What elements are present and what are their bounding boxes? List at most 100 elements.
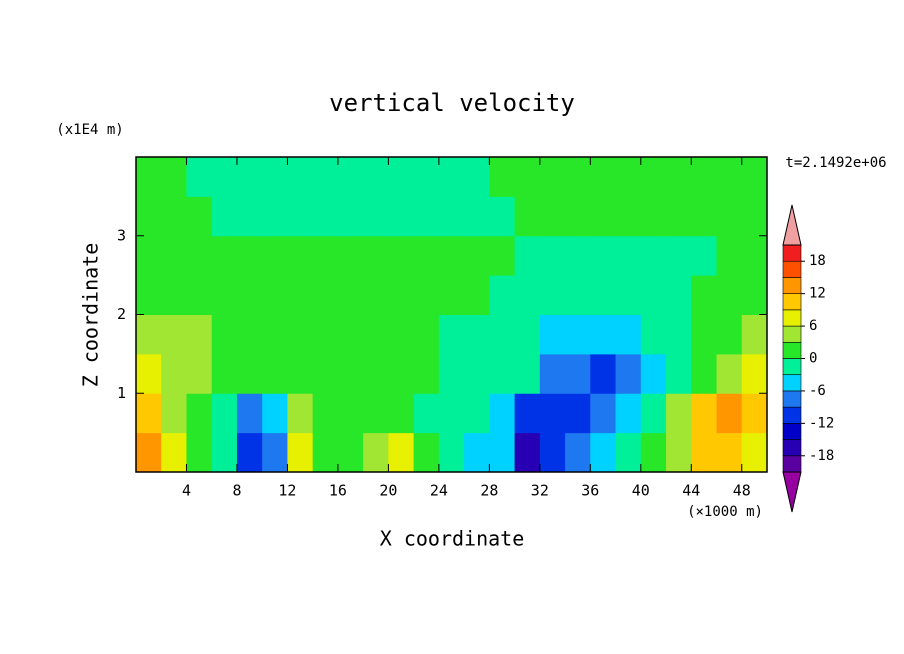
y-unit: (x1E4 m) [56, 122, 123, 138]
contour-cell [337, 275, 364, 315]
colorbar-band [782, 293, 802, 311]
contour-cell [388, 353, 415, 394]
contour-cell [262, 275, 288, 315]
contour-cell [565, 432, 591, 473]
contour-cell [691, 393, 718, 434]
contour-cell [640, 157, 667, 197]
contour-cell [514, 275, 541, 315]
contour-cell [741, 432, 768, 473]
contour-cell [539, 432, 566, 473]
contour-cell [565, 235, 591, 276]
x-tick-label: 16 [329, 482, 347, 500]
contour-cell [666, 157, 692, 197]
contour-cell [136, 393, 162, 434]
contour-cell [716, 393, 743, 434]
contour-cell [312, 393, 339, 434]
contour-cell [539, 235, 566, 276]
contour-cell [438, 353, 465, 394]
contour-cell [590, 353, 617, 394]
contour-cell [666, 235, 692, 276]
contour-cell [236, 275, 263, 315]
contour-cell [161, 353, 187, 394]
contour-cell [136, 235, 162, 276]
contour-cell [312, 235, 339, 276]
contour-cell [363, 157, 389, 197]
contour-cell [287, 235, 314, 276]
contour-cell [287, 393, 314, 434]
contour-cell [438, 314, 465, 355]
colorbar-tick-label: -6 [809, 383, 826, 399]
contour-cell [388, 157, 415, 197]
x-tick-label: 8 [232, 482, 241, 500]
contour-cell [514, 353, 541, 394]
x-tick-label: 4 [182, 482, 191, 500]
contour-cell [186, 393, 213, 434]
colorbar-band [782, 455, 802, 473]
contour-cell [438, 275, 465, 315]
contour-cell [211, 353, 238, 394]
contour-cell [287, 353, 314, 394]
contour-cell [388, 393, 415, 434]
contour-cell [565, 157, 591, 197]
contour-cell [312, 157, 339, 197]
x-tick-label: 32 [531, 482, 549, 500]
contour-cell [565, 275, 591, 315]
contour-cell [464, 275, 490, 315]
contour-cell [161, 432, 187, 473]
contour-cell [211, 432, 238, 473]
colorbar-band [782, 260, 802, 278]
contour-cell [615, 353, 642, 394]
contour-cell [489, 393, 516, 434]
x-tick-label: 24 [430, 482, 448, 500]
colorbar-band [782, 244, 802, 262]
contour-cell [337, 314, 364, 355]
contour-cell [590, 196, 617, 237]
contour-cell [236, 196, 263, 237]
colorbar-band [782, 358, 802, 376]
contour-cell [741, 196, 768, 237]
x-tick-label: 40 [632, 482, 650, 500]
contour-cell [666, 275, 692, 315]
contour-cell [464, 353, 490, 394]
contour-cell [741, 314, 768, 355]
contour-cell [716, 432, 743, 473]
contour-cell [236, 314, 263, 355]
contour-cell [337, 393, 364, 434]
contour-cell [590, 393, 617, 434]
contour-cell [691, 157, 718, 197]
contour-cell [363, 196, 389, 237]
contour-cell [438, 393, 465, 434]
contour-cell [312, 196, 339, 237]
contour-cell [514, 393, 541, 434]
y-tick-label: 3 [117, 226, 126, 244]
contour-cell [489, 235, 516, 276]
contour-cell [539, 393, 566, 434]
contour-cell [413, 314, 440, 355]
contour-cell [590, 157, 617, 197]
contour-cell [741, 353, 768, 394]
contour-cell [413, 353, 440, 394]
contour-cell [666, 196, 692, 237]
contour-cell [312, 275, 339, 315]
x-tick-label: 28 [480, 482, 498, 500]
contour-cell [691, 235, 718, 276]
contour-cell [514, 196, 541, 237]
contour-cell [287, 196, 314, 237]
contour-cell [438, 432, 465, 473]
contour-cell [464, 393, 490, 434]
contour-cell [413, 196, 440, 237]
colorbar-band [782, 341, 802, 359]
contour-cell [539, 157, 566, 197]
contour-cell [691, 432, 718, 473]
y-axis-label: Z coordinate [79, 243, 103, 388]
contour-cell [539, 314, 566, 355]
contour-cell [363, 393, 389, 434]
contour-cell [464, 432, 490, 473]
contour-cell [615, 235, 642, 276]
contour-cell [337, 432, 364, 473]
contour-cell [716, 353, 743, 394]
contour-cell [514, 157, 541, 197]
contour-cell [211, 235, 238, 276]
time-annotation: t=2.1492e+06 [785, 155, 886, 171]
